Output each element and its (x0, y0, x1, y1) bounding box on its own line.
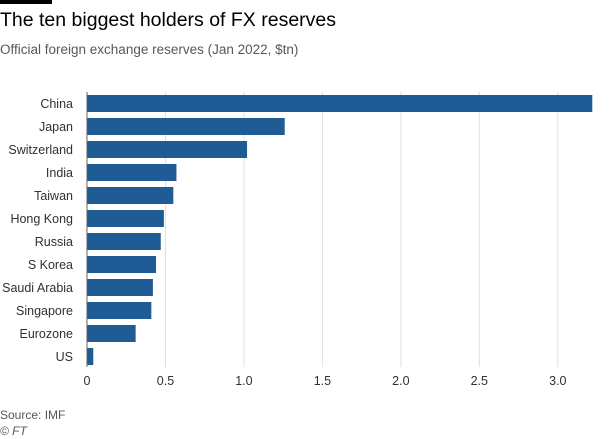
category-label: China (40, 97, 73, 111)
x-tick-label: 1.0 (235, 374, 252, 388)
bar (87, 256, 157, 273)
category-label: Hong Kong (10, 212, 73, 226)
bar (87, 279, 153, 296)
x-tick-label: 1.5 (314, 374, 331, 388)
category-label: Singapore (16, 304, 73, 318)
x-tick-label: 2.0 (392, 374, 409, 388)
bar (87, 302, 152, 319)
bar (87, 210, 164, 227)
category-label: Taiwan (34, 189, 73, 203)
category-label: Japan (39, 120, 73, 134)
bar (87, 141, 248, 158)
x-tick-label: 2.5 (471, 374, 488, 388)
category-label: S Korea (28, 258, 73, 272)
ft-top-bar (0, 0, 52, 4)
bar (87, 233, 161, 250)
chart-subtitle: Official foreign exchange reserves (Jan … (0, 42, 299, 57)
bar-chart: China Japan Switzerland India Taiwan Hong Kon… (2, 92, 593, 388)
category-label: Russia (35, 235, 73, 249)
category-label: Saudi Arabia (2, 281, 73, 295)
source-note: Source: IMF (0, 408, 66, 422)
bar (87, 348, 94, 365)
bar (87, 325, 136, 342)
x-tick-label: 3.0 (549, 374, 566, 388)
ft-credit: © FT (0, 424, 27, 438)
x-tick-label: 0.5 (157, 374, 174, 388)
bar (87, 95, 593, 112)
bar (87, 164, 177, 181)
chart-title: The ten biggest holders of FX reserves (0, 9, 337, 31)
category-label: India (46, 166, 73, 180)
category-label: Switzerland (8, 143, 73, 157)
category-label: US (56, 350, 73, 364)
category-label: Eurozone (19, 327, 73, 341)
x-tick-label: 0 (84, 374, 91, 388)
bar (87, 187, 174, 204)
bar (87, 118, 285, 135)
